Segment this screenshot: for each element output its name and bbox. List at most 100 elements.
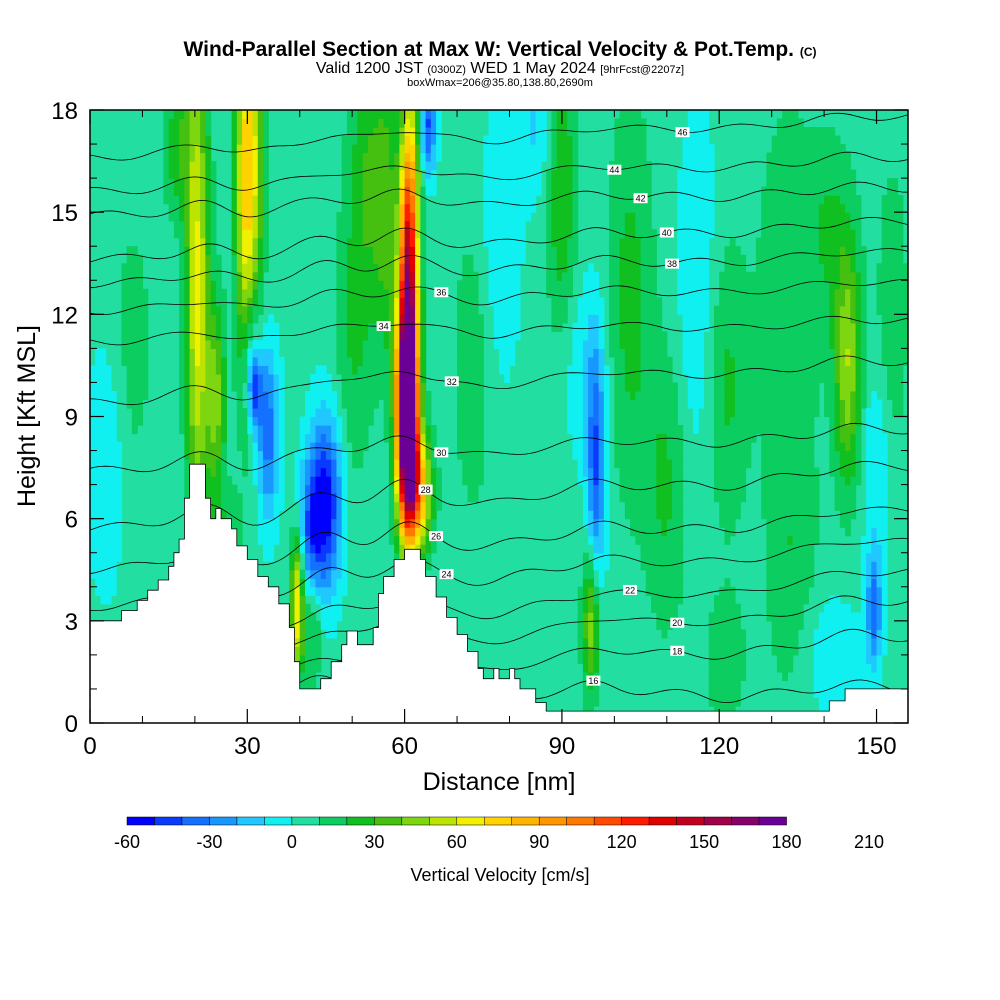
velocity-cell xyxy=(834,314,841,324)
velocity-cell xyxy=(598,348,605,358)
velocity-cell xyxy=(734,390,741,401)
velocity-cell xyxy=(194,339,201,349)
velocity-cell xyxy=(630,271,636,281)
velocity-cell xyxy=(299,603,306,613)
velocity-cell xyxy=(425,399,432,409)
velocity-cell xyxy=(472,373,479,384)
velocity-cell xyxy=(792,169,799,179)
velocity-cell xyxy=(357,288,364,298)
velocity-cell xyxy=(630,510,636,520)
velocity-cell xyxy=(792,646,799,656)
velocity-cell xyxy=(472,280,479,290)
velocity-cell xyxy=(331,586,338,596)
velocity-cell xyxy=(383,144,390,154)
velocity-cell xyxy=(215,322,222,332)
velocity-cell xyxy=(252,152,259,162)
velocity-cell xyxy=(672,603,678,613)
velocity-cell xyxy=(792,476,799,486)
velocity-cell xyxy=(824,195,830,205)
velocity-cell xyxy=(325,493,332,503)
velocity-cell xyxy=(184,110,191,120)
velocity-cell xyxy=(792,246,799,256)
velocity-cell xyxy=(110,561,117,571)
velocity-cell xyxy=(771,161,778,171)
velocity-cell xyxy=(126,271,133,281)
velocity-cell xyxy=(331,629,338,639)
velocity-cell xyxy=(278,493,285,503)
velocity-cell xyxy=(750,373,757,384)
velocity-cell xyxy=(179,382,185,392)
velocity-cell xyxy=(346,356,353,367)
velocity-cell xyxy=(651,518,657,528)
velocity-cell xyxy=(740,493,747,503)
velocity-cell xyxy=(551,152,558,162)
velocity-cell xyxy=(787,646,794,656)
velocity-cell xyxy=(729,467,736,477)
velocity-cell xyxy=(499,220,505,230)
velocity-cell xyxy=(105,535,112,545)
velocity-cell xyxy=(399,373,406,384)
velocity-cell xyxy=(168,152,175,162)
velocity-cell xyxy=(399,152,406,162)
velocity-cell xyxy=(656,569,663,579)
velocity-cell xyxy=(708,629,715,639)
velocity-cell xyxy=(352,135,359,145)
velocity-cell xyxy=(787,365,794,375)
velocity-cell xyxy=(189,110,196,120)
velocity-cell xyxy=(499,246,505,256)
velocity-cell xyxy=(457,305,463,315)
velocity-cell xyxy=(824,127,830,137)
velocity-cell xyxy=(210,246,217,256)
velocity-cell xyxy=(472,433,479,443)
velocity-cell xyxy=(813,280,820,290)
velocity-cell xyxy=(341,314,348,324)
velocity-cell xyxy=(829,169,836,179)
velocity-cell xyxy=(766,152,773,162)
velocity-cell xyxy=(588,561,594,571)
velocity-cell xyxy=(310,561,317,571)
velocity-cell xyxy=(404,220,411,230)
velocity-cell xyxy=(551,186,558,196)
velocity-cell xyxy=(420,110,427,120)
velocity-cell xyxy=(724,314,731,324)
velocity-cell xyxy=(724,705,731,716)
velocity-cell xyxy=(478,365,484,375)
velocity-cell xyxy=(221,356,227,367)
velocity-cell xyxy=(624,229,631,239)
velocity-cell xyxy=(373,373,379,384)
velocity-cell xyxy=(310,569,317,579)
velocity-cell xyxy=(137,297,144,307)
velocity-cell xyxy=(803,314,809,324)
velocity-cell xyxy=(257,348,264,358)
velocity-cell xyxy=(499,152,505,162)
velocity-cell xyxy=(357,118,364,128)
velocity-cell xyxy=(493,161,500,171)
velocity-cell xyxy=(404,535,411,545)
velocity-cell xyxy=(834,161,841,171)
velocity-cell xyxy=(782,425,788,435)
velocity-cell xyxy=(593,433,600,443)
velocity-cell xyxy=(268,373,275,384)
velocity-cell xyxy=(252,186,259,196)
velocity-cell xyxy=(535,152,542,162)
velocity-cell xyxy=(294,450,301,460)
velocity-cell xyxy=(525,178,532,188)
velocity-cell xyxy=(357,203,364,213)
velocity-cell xyxy=(268,331,275,341)
velocity-cell xyxy=(367,186,374,196)
velocity-cell xyxy=(457,416,463,426)
velocity-cell xyxy=(598,339,605,349)
velocity-cell xyxy=(499,118,505,128)
velocity-cell xyxy=(263,118,269,128)
velocity-cell xyxy=(588,705,594,716)
velocity-cell xyxy=(782,212,788,222)
velocity-cell xyxy=(268,518,275,528)
velocity-cell xyxy=(740,629,747,639)
velocity-cell xyxy=(588,263,594,273)
velocity-cell xyxy=(797,195,804,205)
velocity-cell xyxy=(713,373,720,384)
velocity-cell xyxy=(472,331,479,341)
velocity-cell xyxy=(593,399,600,409)
velocity-cell xyxy=(425,561,432,571)
velocity-cell xyxy=(341,569,348,579)
